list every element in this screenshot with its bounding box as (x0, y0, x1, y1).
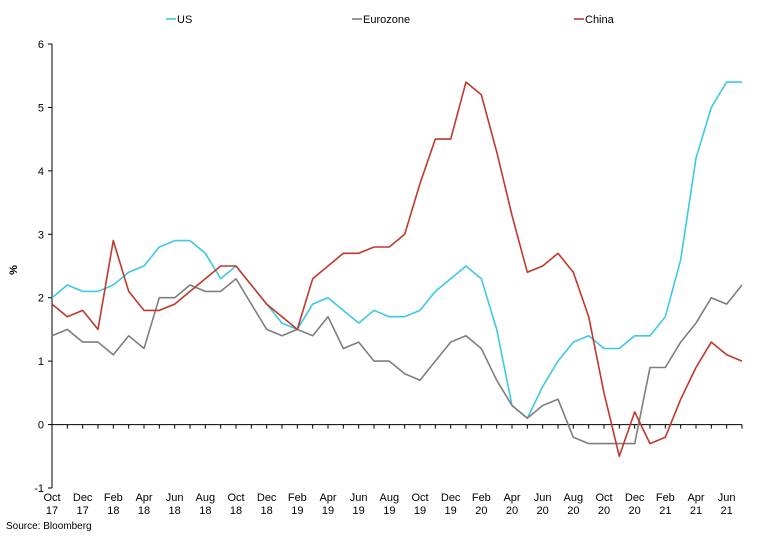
series-lines (51, 81, 743, 458)
legend-label-eurozone: Eurozone (363, 14, 410, 26)
series-line-eurozone (51, 277, 743, 445)
x-tick-label: Oct 19 (411, 492, 428, 517)
y-tick-label: -1 (34, 483, 44, 495)
y-tick-label: 1 (38, 356, 44, 368)
y-axis: -1 0 1 2 3 4 5 6 (34, 39, 53, 495)
x-tick-label: Apr 21 (687, 492, 704, 517)
legend: US Eurozone China (166, 14, 615, 26)
x-tick-label: Aug 19 (380, 492, 400, 517)
legend-label-china: China (585, 14, 615, 26)
x-tick-label: Feb 20 (472, 492, 491, 517)
y-tick-label: 4 (38, 166, 44, 178)
y-tick-label: 5 (38, 102, 44, 114)
y-tick-label: 2 (38, 293, 44, 305)
y-axis-label: % (8, 265, 20, 275)
legend-label-us: US (177, 14, 192, 26)
y-tick-label: 3 (38, 229, 44, 241)
x-tick-label: Dec 20 (625, 492, 645, 517)
x-tick-label: Oct 20 (595, 492, 612, 517)
series-line-us (51, 81, 742, 420)
x-axis: Oct 17 Dec 17 Feb 18 Apr 18 Jun 18 Aug 18 Oct 18 Dec 18… (43, 424, 743, 517)
x-tick-label: Aug 20 (564, 492, 584, 517)
x-tick-label: Oct 18 (227, 492, 244, 517)
x-tick-label: Jun 19 (350, 492, 368, 517)
x-tick-label: Apr 18 (135, 492, 152, 517)
y-tick-label: 6 (38, 39, 44, 51)
series-line-china (51, 81, 743, 458)
y-tick-label: 0 (38, 420, 44, 432)
x-tick-label: Jun 21 (718, 492, 736, 517)
x-tick-label: Apr 19 (319, 492, 336, 517)
x-tick-label: Apr 20 (503, 492, 520, 517)
x-tick-label: Jun 20 (534, 492, 552, 517)
x-tick-label: Dec 17 (73, 492, 93, 517)
x-tick-label: Feb 18 (104, 492, 123, 517)
x-tick-label: Oct 17 (43, 492, 60, 517)
x-tick-label: Feb 19 (288, 492, 307, 517)
x-tick-label: Aug 18 (196, 492, 216, 517)
x-tick-label: Dec 19 (441, 492, 461, 517)
x-tick-label: Dec 18 (257, 492, 277, 517)
source-note: Source: Bloomberg (6, 521, 92, 532)
x-tick-label: Feb 21 (656, 492, 675, 517)
x-tick-label: Jun 18 (166, 492, 184, 517)
